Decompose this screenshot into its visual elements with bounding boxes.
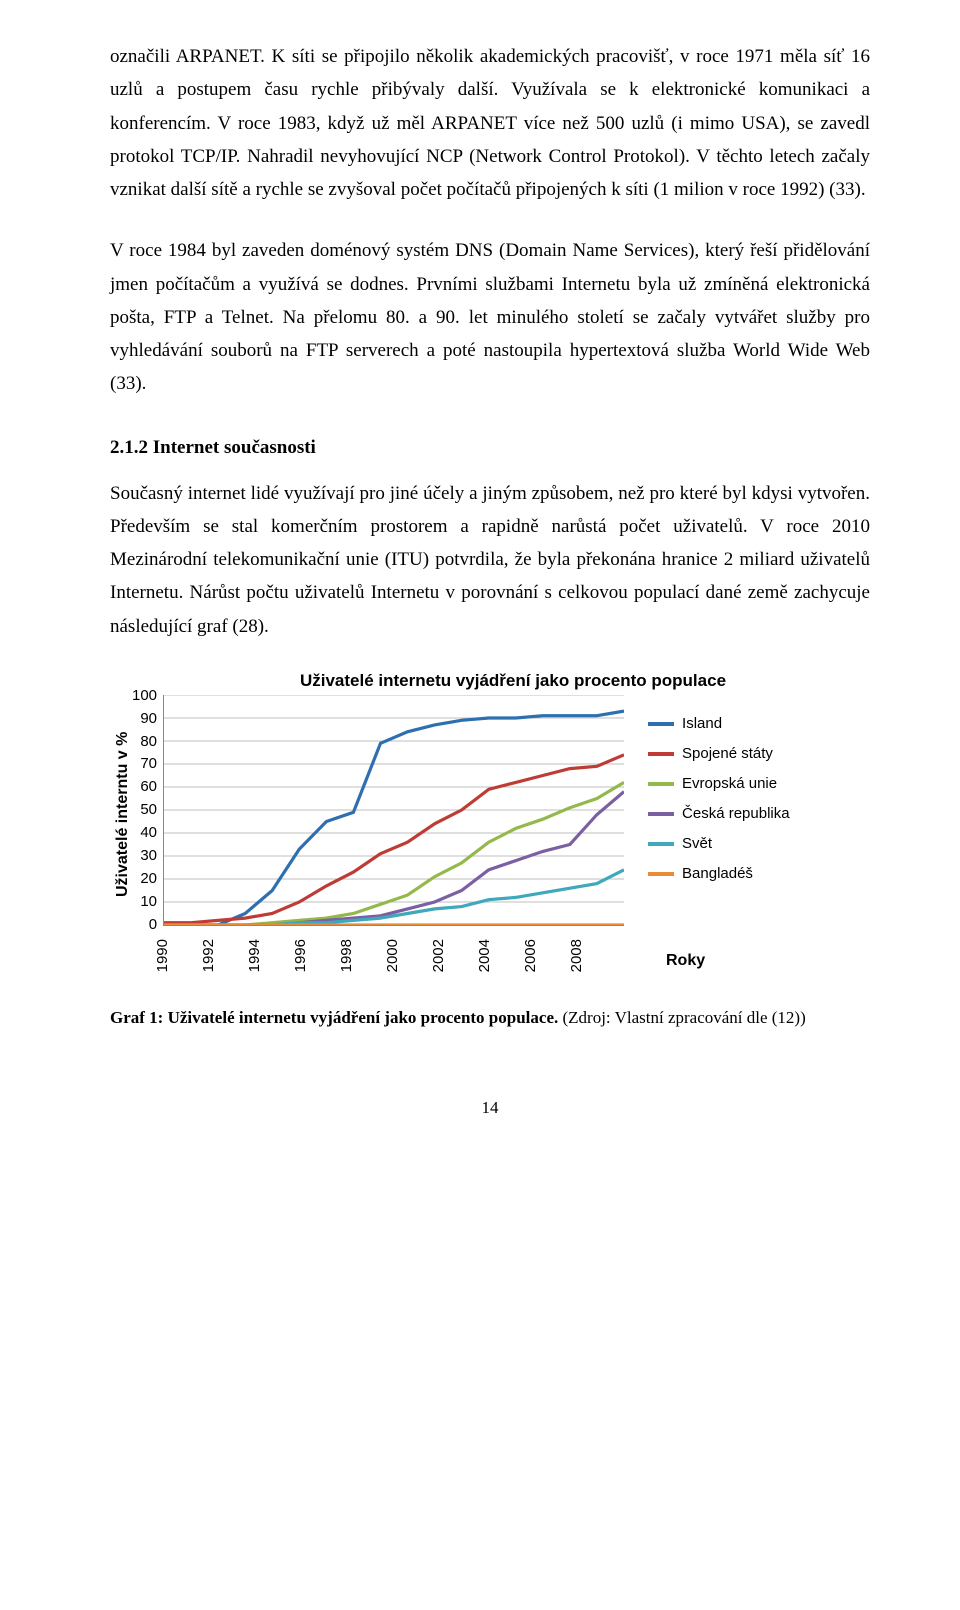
paragraph-3: Současný internet lidé využívají pro jin… [110,477,870,643]
x-tick: 1998 [338,939,384,974]
series-česká-republika [164,791,624,924]
legend-label: Česká republika [682,799,790,829]
page: označili ARPANET. K síti se připojilo ně… [0,0,960,1158]
x-ticks: 1990199219941996199820002002200420062008 [154,939,642,974]
y-tick: 30 [140,847,157,864]
y-tick: 100 [132,687,157,704]
y-tick: 40 [140,824,157,841]
paragraph-2: V roce 1984 byl zaveden doménový systém … [110,234,870,400]
y-tick: 80 [140,733,157,750]
series-spojené-státy [164,755,624,923]
y-ticks: 1009080706050403020100 [132,687,163,933]
caption-rest: (Zdroj: Vlastní zpracování dle (12)) [558,1008,806,1027]
legend-swatch [648,872,674,876]
legend-item: Bangladéš [648,859,790,889]
chart: Uživatelé internetu vyjádření jako proce… [110,671,870,974]
y-tick: 50 [140,801,157,818]
page-number: 14 [110,1098,870,1118]
figure-caption: Graf 1: Uživatelé internetu vyjádření ja… [110,1008,870,1028]
x-tick: 1996 [292,939,338,974]
legend-label: Spojené státy [682,739,773,769]
x-tick: 2000 [384,939,430,974]
y-tick: 70 [140,755,157,772]
legend-item: Evropská unie [648,769,790,799]
legend-label: Bangladéš [682,859,753,889]
caption-bold: Graf 1: Uživatelé internetu vyjádření ja… [110,1008,558,1027]
x-tick: 2002 [430,939,476,974]
chart-title: Uživatelé internetu vyjádření jako proce… [156,671,870,691]
section-heading: 2.1.2 Internet současnosti [110,437,870,459]
legend-swatch [648,782,674,786]
legend-swatch [648,812,674,816]
x-tick: 1992 [200,939,246,974]
legend-swatch [648,752,674,756]
x-tick: 2006 [522,939,568,974]
y-tick: 20 [140,870,157,887]
legend-swatch [648,842,674,846]
legend-item: Svět [648,829,790,859]
legend-item: Spojené státy [648,739,790,769]
x-tick: 1990 [154,939,200,974]
x-tick: 1994 [246,939,292,974]
y-axis-label: Uživatelé interntu v % [110,695,132,933]
x-tick: 2004 [476,939,522,974]
legend: IslandSpojené státyEvropská unieČeská re… [624,695,790,933]
legend-label: Island [682,709,722,739]
legend-swatch [648,722,674,726]
y-tick: 90 [140,710,157,727]
chart-svg [164,695,624,925]
legend-label: Evropská unie [682,769,777,799]
paragraph-1: označili ARPANET. K síti se připojilo ně… [110,40,870,206]
legend-item: Česká republika [648,799,790,829]
y-tick: 60 [140,778,157,795]
y-tick: 0 [149,916,157,933]
y-tick: 10 [140,893,157,910]
series-island [164,711,624,925]
plot-area [163,695,624,926]
legend-item: Island [648,709,790,739]
x-tick: 2008 [568,939,614,974]
legend-label: Svět [682,829,712,859]
x-axis-label: Roky [642,952,705,974]
series-evropská-unie [164,782,624,925]
series-svět [164,870,624,925]
